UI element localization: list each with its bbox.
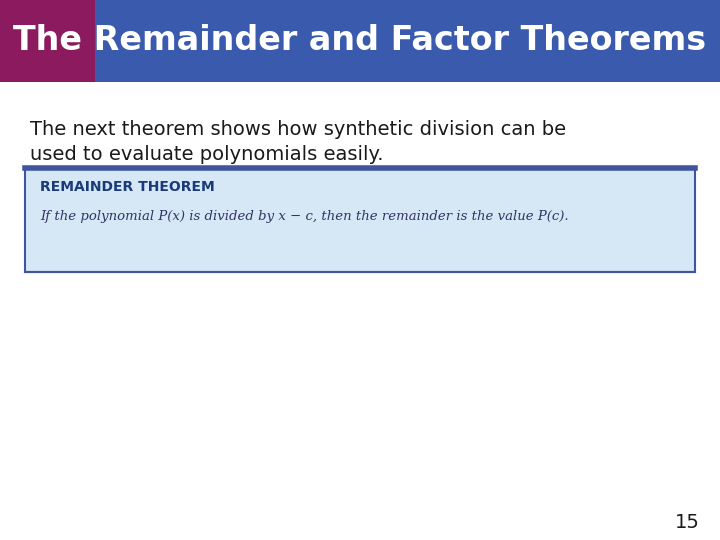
Bar — [0, 0, 95, 82]
Text: REMAINDER THEOREM: REMAINDER THEOREM — [40, 180, 215, 194]
Text: used to evaluate polynomials easily.: used to evaluate polynomials easily. — [30, 145, 384, 164]
Text: If the polynomial P(x) is divided by x − c, then the remainder is the value P(c): If the polynomial P(x) is divided by x −… — [40, 210, 569, 223]
Text: The Remainder and Factor Theorems: The Remainder and Factor Theorems — [14, 24, 706, 57]
Bar — [95, 0, 720, 82]
Text: The next theorem shows how synthetic division can be: The next theorem shows how synthetic div… — [30, 120, 566, 139]
Text: 15: 15 — [675, 513, 700, 532]
Bar — [25, 168, 695, 272]
